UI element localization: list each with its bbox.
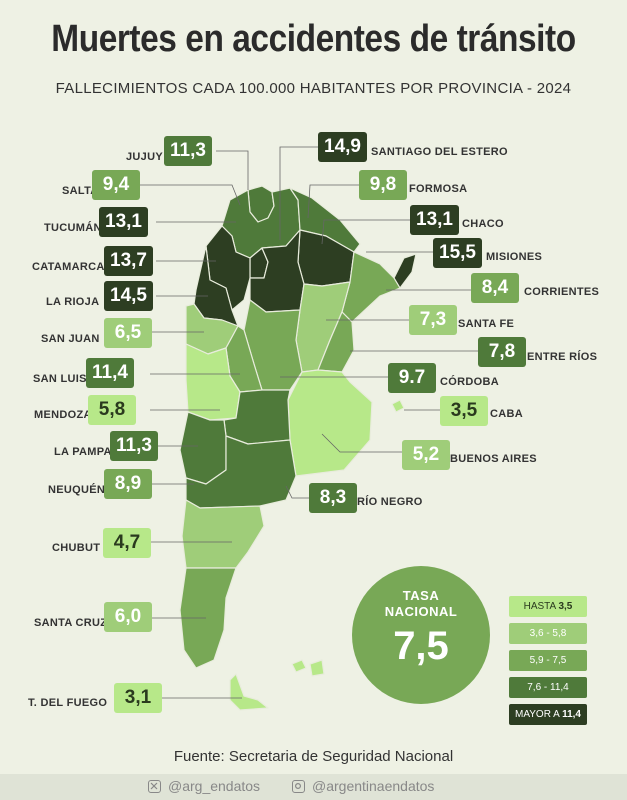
province-buenos-aires [287, 369, 373, 477]
label-san-luis: SAN LUIS [33, 373, 87, 385]
national-rate-circle: TASA NACIONAL 7,5 [352, 566, 490, 704]
value-formosa: 9,8 [359, 170, 407, 200]
label-neuquen: NEUQUÉN [48, 484, 106, 496]
value-misiones: 15,5 [433, 238, 482, 268]
value-jujuy: 11,3 [164, 136, 212, 166]
value-tucuman: 13,1 [99, 207, 148, 237]
x-icon [148, 780, 161, 793]
legend-item: 5,9 - 7,5 [509, 650, 587, 671]
legend-item-bold: 3,5 [558, 601, 573, 612]
label-buenos-aires: BUENOS AIRES [450, 453, 537, 465]
value-cordoba: 9.7 [388, 363, 436, 393]
value-san-juan: 6,5 [104, 318, 152, 348]
legend-item-prefix: 7,6 - 11,4 [527, 682, 569, 693]
label-tucuman: TUCUMÁN [44, 222, 102, 234]
label-san-juan: SAN JUAN [41, 333, 100, 345]
national-rate-label: TASA NACIONAL [352, 588, 490, 620]
label-santa-cruz: SANTA CRUZ [34, 617, 108, 629]
label-misiones: MISIONES [486, 251, 543, 263]
label-santa-fe: SANTA FE [458, 318, 515, 330]
value-rio-negro: 8,3 [309, 483, 357, 513]
legend-item: 7,6 - 11,4 [509, 677, 587, 698]
value-santa-fe: 7,3 [409, 305, 457, 335]
legend-item: 3,6 - 5,8 [509, 623, 587, 644]
legend-item-bold: 11,4 [562, 709, 581, 720]
label-la-rioja: LA RIOJA [46, 296, 100, 308]
label-rio-negro: RÍO NEGRO [357, 496, 423, 508]
value-caba: 3,5 [440, 396, 488, 426]
label-mendoza: MENDOZA [34, 409, 92, 421]
islands-malvinas-east [309, 659, 325, 677]
label-cordoba: CÓRDOBA [440, 376, 499, 388]
province-neuquen [179, 411, 227, 485]
label-tierra-del-fuego: T. DEL FUEGO [28, 697, 108, 709]
label-la-pampa: LA PAMPA [54, 446, 112, 458]
instagram-icon [292, 780, 305, 793]
page-title: Muertes en accidentes de tránsito [51, 18, 576, 60]
national-rate-label-line1: TASA [402, 588, 440, 603]
value-santiago-del-estero: 14,9 [318, 132, 367, 162]
province-tierra-del-fuego [229, 673, 269, 711]
label-formosa: FORMOSA [409, 183, 468, 195]
legend-item-prefix: 3,6 - 5,8 [529, 628, 567, 639]
instagram-handle[interactable]: @argentinaendatos [312, 778, 435, 794]
label-santiago-del-estero: SANTIAGO DEL ESTERO [371, 146, 508, 158]
label-salta: SALTA [62, 185, 99, 197]
twitter-handle[interactable]: @arg_endatos [168, 778, 261, 794]
social-bar: @arg_endatos @argentinaendatos [0, 774, 627, 800]
value-salta: 9,4 [92, 170, 140, 200]
legend-item: HASTA 3,5 [509, 596, 587, 617]
label-chaco: CHACO [462, 218, 504, 230]
legend-item-prefix: 5,9 - 7,5 [529, 655, 567, 666]
label-caba: CABA [490, 408, 523, 420]
value-mendoza: 5,8 [88, 395, 136, 425]
value-la-pampa: 11,3 [110, 431, 158, 461]
value-buenos-aires: 5,2 [402, 440, 450, 470]
legend-item: MAYOR A 11,4 [509, 704, 587, 725]
value-entre-rios: 7,8 [478, 337, 526, 367]
value-corrientes: 8,4 [471, 273, 519, 303]
label-catamarca: CATAMARCA [32, 261, 105, 273]
province-caba [391, 399, 405, 413]
label-corrientes: CORRIENTES [524, 286, 600, 298]
value-santa-cruz: 6,0 [104, 602, 152, 632]
value-neuquen: 8,9 [104, 469, 152, 499]
value-la-rioja: 14,5 [104, 281, 153, 311]
province-chubut [181, 499, 265, 569]
value-catamarca: 13,7 [104, 246, 153, 276]
label-entre-rios: ENTRE RÍOS [527, 351, 598, 363]
label-jujuy: JUJUY [126, 151, 163, 163]
province-santa-cruz [179, 567, 237, 669]
islands-malvinas [291, 659, 307, 673]
value-chaco: 13,1 [410, 205, 459, 235]
value-chubut: 4,7 [103, 528, 151, 558]
source-note: Fuente: Secretaria de Seguridad Nacional [173, 748, 454, 765]
national-rate-label-line2: NACIONAL [384, 604, 458, 619]
value-san-luis: 11,4 [86, 358, 134, 388]
value-tierra-del-fuego: 3,1 [114, 683, 162, 713]
page-subtitle: FALLECIMIENTOS CADA 100.000 HABITANTES P… [55, 80, 572, 97]
label-chubut: CHUBUT [52, 542, 101, 554]
legend-item-prefix: MAYOR A [515, 709, 563, 720]
national-rate-value: 7,5 [393, 624, 449, 668]
legend-item-prefix: HASTA [523, 601, 559, 612]
